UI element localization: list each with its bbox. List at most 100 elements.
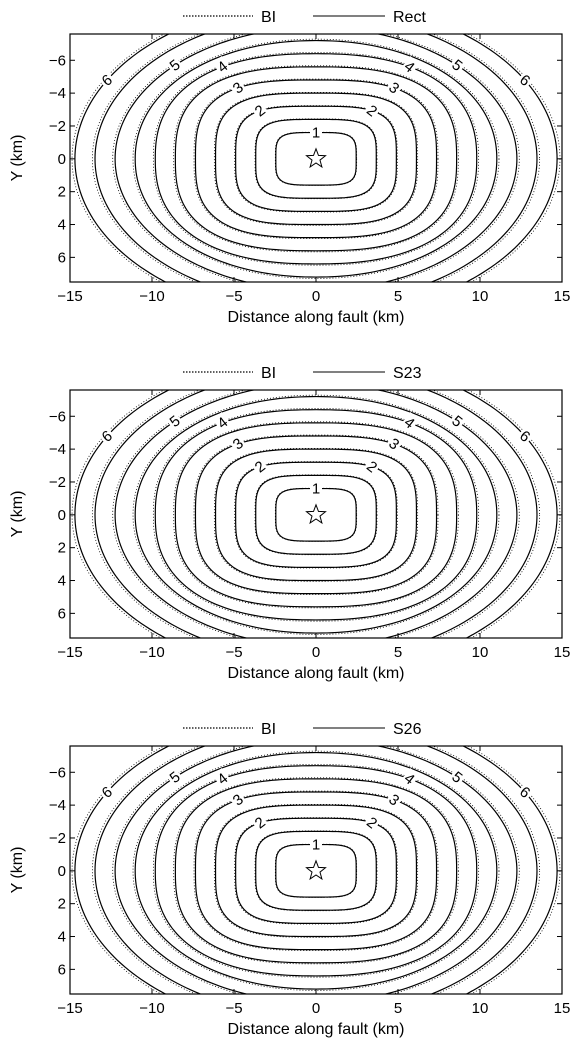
contour-dotted-5 xyxy=(112,34,520,282)
legend-label-bi: BI xyxy=(261,721,276,738)
contour-label-3-left: 3 xyxy=(227,789,247,810)
y-tick-label: −6 xyxy=(49,52,66,69)
contour-dotted-5 xyxy=(112,390,520,638)
contour-solid-2.5 xyxy=(214,804,418,938)
y-tick-label: 4 xyxy=(58,929,66,946)
x-tick-label: −15 xyxy=(57,288,82,305)
contour-label-bg xyxy=(515,69,536,90)
contour-dotted-1.5 xyxy=(254,474,378,556)
contour-label-2-right: 2 xyxy=(362,811,383,832)
contour-solid-5 xyxy=(114,746,518,994)
contour-label-4-right: 4 xyxy=(400,412,420,432)
contour-label-3-right: 3 xyxy=(385,789,405,810)
contour-dotted-2 xyxy=(234,461,398,569)
contour-dotted-2.5 xyxy=(213,447,419,582)
contour-label-2-left: 2 xyxy=(249,99,270,120)
contour-label-bg xyxy=(227,433,247,454)
x-tick-label: 15 xyxy=(554,288,571,305)
y-axis-label: Y (km) xyxy=(9,847,26,894)
contour-label-bg xyxy=(212,412,232,433)
contour-solid-4.5 xyxy=(134,39,498,278)
contour-label-1: 1 xyxy=(312,481,320,498)
y-tick-label: 0 xyxy=(58,863,66,880)
contour-dotted-5 xyxy=(112,746,520,994)
x-tick-label: 0 xyxy=(312,644,320,661)
y-axis-label: Y (km) xyxy=(9,491,26,538)
contour-label-3-left: 3 xyxy=(227,433,247,454)
x-tick-label: −15 xyxy=(57,1000,82,1017)
y-tick-label: 2 xyxy=(58,896,66,913)
legend-label-bi: BI xyxy=(261,365,276,382)
contour-dotted-3.5 xyxy=(173,65,459,253)
contour-label-bg xyxy=(310,479,322,496)
contour-label-bg xyxy=(96,781,117,802)
contour-label-4-left: 4 xyxy=(212,412,232,433)
contour-label-2-left: 2 xyxy=(249,811,270,832)
y-tick-label: 4 xyxy=(58,573,66,590)
y-tick-label: 6 xyxy=(58,249,66,266)
y-tick-label: 0 xyxy=(58,151,66,168)
contour-solid-5 xyxy=(114,34,518,282)
contour-label-bg xyxy=(448,410,468,431)
contour-label-bg xyxy=(96,69,117,90)
contour-label-2-right: 2 xyxy=(362,99,383,120)
contour-solid-1.5 xyxy=(255,474,377,555)
contour-label-4-right: 4 xyxy=(400,768,420,788)
contour-label-5-left: 5 xyxy=(164,766,184,787)
contour-label-bg xyxy=(164,54,184,75)
legend: BI S23 xyxy=(183,365,422,382)
contour-solid-3.5 xyxy=(174,422,458,608)
contour-dotted-1.5 xyxy=(254,830,378,912)
contour-label-bg xyxy=(96,425,117,446)
y-tick-label: −4 xyxy=(49,441,66,458)
contour-solid-5.5 xyxy=(94,746,538,994)
contour-label-bg xyxy=(164,410,184,431)
y-tick-label: −2 xyxy=(49,118,66,135)
contour-label-1: 1 xyxy=(312,837,320,854)
contour-solid-3.5 xyxy=(174,66,458,252)
contour-label-bg xyxy=(385,433,405,454)
contour-label-5-right: 5 xyxy=(448,410,468,431)
contour-label-bg xyxy=(515,781,536,802)
legend: BI S26 xyxy=(183,721,422,738)
contour-label-bg xyxy=(249,99,270,120)
contour-label-bg xyxy=(448,54,468,75)
x-tick-label: 15 xyxy=(554,644,571,661)
contour-label-bg xyxy=(249,811,270,832)
contour-label-bg xyxy=(362,811,383,832)
hypocenter-star-icon xyxy=(305,147,327,169)
legend-label-bi: BI xyxy=(261,9,276,26)
contour-solid-1.5 xyxy=(255,830,377,911)
x-tick-label: −5 xyxy=(225,288,242,305)
x-tick-label: 5 xyxy=(394,1000,402,1017)
contour-label-4-left: 4 xyxy=(212,768,232,788)
contour-label-bg xyxy=(362,99,383,120)
y-tick-label: 2 xyxy=(58,540,66,557)
contour-label-5-right: 5 xyxy=(448,54,468,75)
y-tick-label: 2 xyxy=(58,184,66,201)
contour-solid-5.5 xyxy=(94,390,538,638)
contour-solid-5 xyxy=(114,390,518,638)
contour-label-5-right: 5 xyxy=(448,766,468,787)
contour-label-bg xyxy=(362,455,383,476)
contour-label-bg xyxy=(164,766,184,787)
contour-label-bg xyxy=(448,766,468,787)
contour-label-bg xyxy=(385,77,405,98)
x-axis-label: Distance along fault (km) xyxy=(228,309,405,326)
x-tick-label: 5 xyxy=(394,644,402,661)
contour-label-bg xyxy=(385,789,405,810)
contour-solid-5.5 xyxy=(94,34,538,282)
contour-label-5-left: 5 xyxy=(164,54,184,75)
y-tick-label: −2 xyxy=(49,830,66,847)
x-tick-label: 15 xyxy=(554,1000,571,1017)
contour-dotted-2.5 xyxy=(213,803,419,938)
contour-solid-4.5 xyxy=(134,395,498,634)
y-tick-label: −4 xyxy=(49,85,66,102)
x-tick-label: −10 xyxy=(139,288,164,305)
x-tick-label: −5 xyxy=(225,644,242,661)
contour-solid-2.5 xyxy=(214,448,418,582)
contour-label-3-right: 3 xyxy=(385,77,405,98)
x-tick-label: −15 xyxy=(57,644,82,661)
